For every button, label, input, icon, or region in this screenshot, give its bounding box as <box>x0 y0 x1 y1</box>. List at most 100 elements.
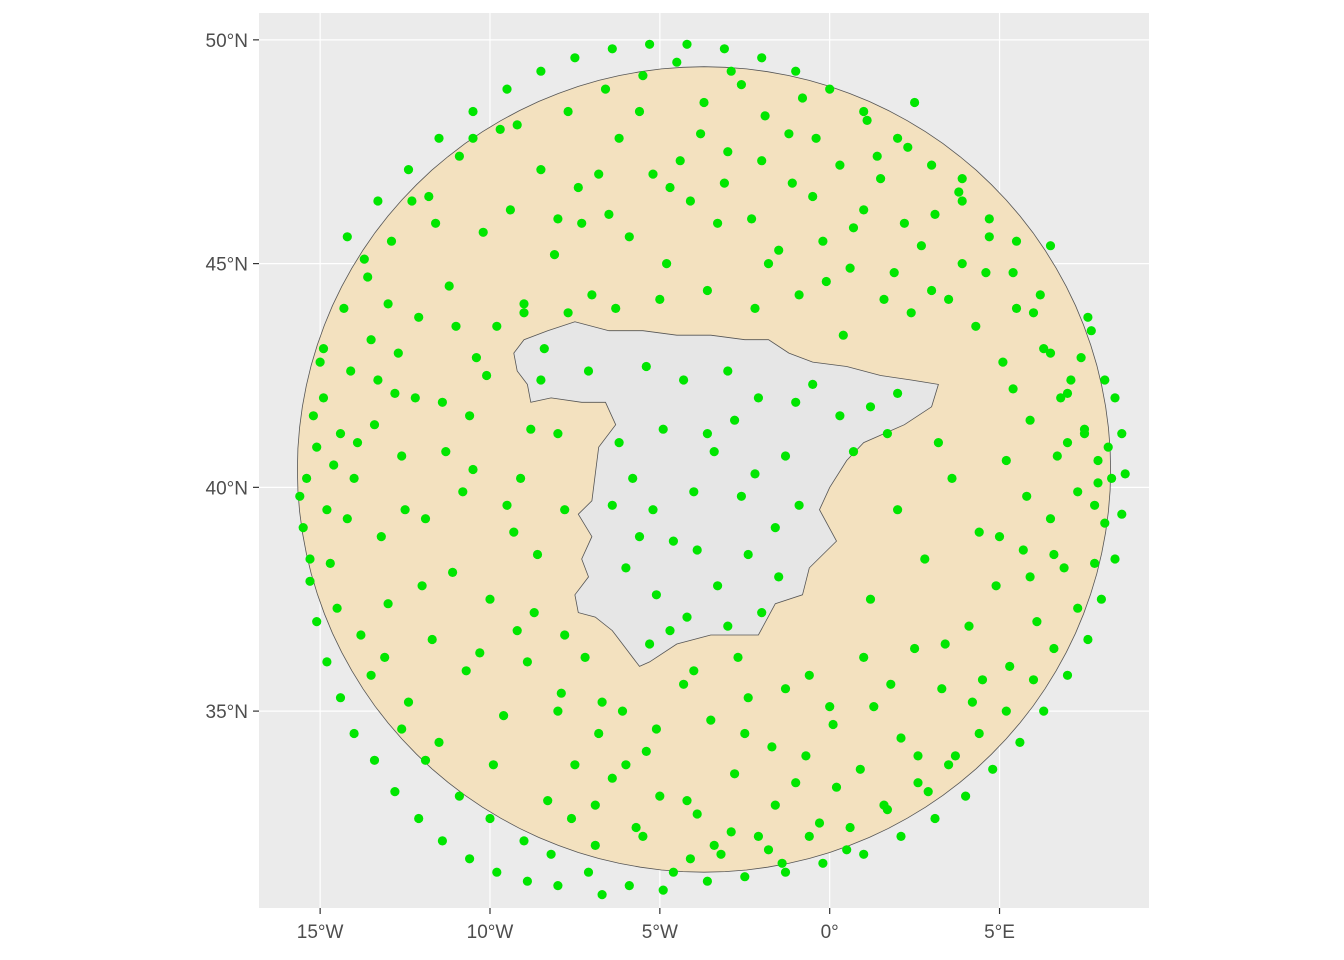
data-point <box>1059 563 1069 573</box>
data-point <box>923 787 933 797</box>
data-point <box>702 429 713 439</box>
data-point <box>549 250 560 260</box>
data-point <box>733 652 743 663</box>
data-point <box>512 120 522 130</box>
data-point <box>607 773 617 783</box>
data-point <box>451 321 461 331</box>
data-point <box>1093 455 1103 466</box>
data-point <box>614 133 624 143</box>
data-point <box>454 151 464 161</box>
data-point <box>1045 348 1056 358</box>
data-point <box>302 473 312 483</box>
data-point <box>814 818 825 828</box>
data-point <box>648 169 658 179</box>
data-point <box>461 666 471 676</box>
data-point <box>913 778 923 788</box>
data-point <box>961 791 971 801</box>
data-point <box>1035 290 1045 300</box>
data-point <box>580 652 590 663</box>
data-point <box>519 836 529 846</box>
data-point <box>536 375 546 385</box>
data-point <box>1120 469 1130 479</box>
data-point <box>634 532 645 542</box>
data-point <box>971 321 981 331</box>
data-point <box>553 429 563 439</box>
data-point <box>380 652 390 663</box>
data-point <box>335 429 346 439</box>
data-point <box>757 156 767 166</box>
data-point <box>522 876 533 886</box>
data-point <box>373 375 383 385</box>
data-point <box>828 719 838 730</box>
data-point <box>509 527 519 537</box>
data-point <box>896 733 906 743</box>
data-point <box>865 402 876 412</box>
data-point <box>797 93 808 103</box>
data-point <box>1093 478 1103 488</box>
data-point <box>879 800 889 810</box>
data-point <box>685 854 696 864</box>
data-point <box>651 724 662 734</box>
data-point <box>594 728 604 739</box>
data-point <box>1096 594 1106 604</box>
data-point <box>903 142 913 152</box>
data-point <box>859 205 869 215</box>
data-point <box>682 39 692 49</box>
data-point <box>848 447 859 457</box>
data-point <box>774 245 784 255</box>
data-point <box>298 523 308 533</box>
data-point <box>560 630 570 640</box>
data-point <box>750 303 760 313</box>
data-point <box>1025 572 1035 582</box>
data-point <box>723 147 733 157</box>
data-point <box>1062 670 1073 680</box>
y-axis: 35°N 40°N 45°N 50°N <box>206 31 259 723</box>
data-point <box>730 415 740 425</box>
data-point <box>305 576 315 586</box>
data-point <box>947 473 957 483</box>
data-point <box>346 366 356 376</box>
data-point <box>312 442 322 452</box>
data-point <box>366 335 376 345</box>
data-point <box>954 187 964 197</box>
data-point <box>539 344 549 354</box>
data-point <box>818 236 828 246</box>
data-point <box>505 205 515 215</box>
data-point <box>624 232 634 242</box>
data-point <box>825 84 835 94</box>
data-point <box>414 813 424 824</box>
data-point <box>519 299 529 309</box>
data-point <box>940 639 950 649</box>
data-point <box>974 527 984 537</box>
data-point <box>1066 375 1076 385</box>
data-point <box>1110 393 1120 403</box>
data-point <box>583 867 594 877</box>
data-point <box>1045 241 1056 251</box>
data-point <box>930 209 940 219</box>
data-point <box>611 303 621 313</box>
data-point <box>767 742 777 752</box>
data-point <box>1100 518 1110 528</box>
y-tick-label: 35°N <box>206 702 248 723</box>
data-point <box>862 115 872 125</box>
data-point <box>1090 558 1100 569</box>
data-point <box>614 438 624 448</box>
data-point <box>1062 438 1073 448</box>
data-point <box>356 630 366 640</box>
data-point <box>784 129 794 139</box>
data-point <box>747 214 757 224</box>
data-point <box>930 813 940 824</box>
data-point <box>889 268 899 278</box>
data-point <box>763 845 774 855</box>
data-point <box>702 285 713 296</box>
data-point <box>468 133 478 143</box>
data-point <box>403 165 414 175</box>
data-point <box>349 728 359 739</box>
data-point <box>641 746 651 757</box>
data-point <box>519 308 529 318</box>
data-point <box>882 429 893 439</box>
data-point <box>692 545 702 555</box>
data-point <box>706 715 716 725</box>
data-point <box>478 227 488 237</box>
data-point <box>363 272 373 282</box>
